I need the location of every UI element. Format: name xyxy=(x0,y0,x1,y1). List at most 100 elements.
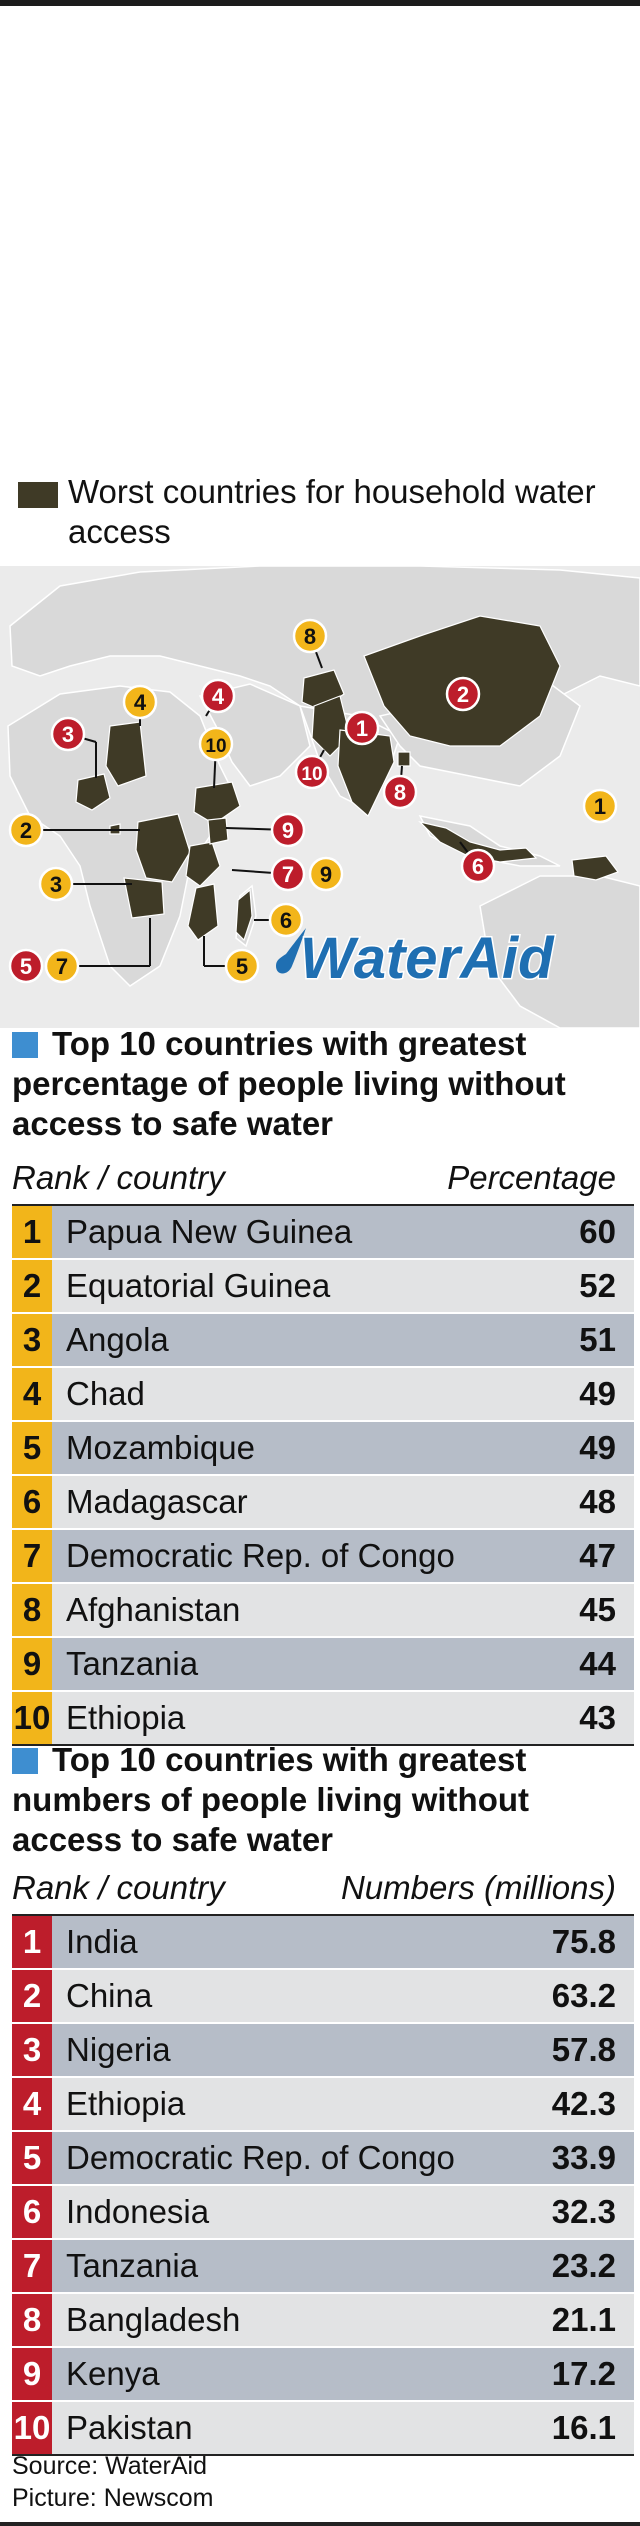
marker-label: 8 xyxy=(304,624,316,649)
rank-badge: 10 xyxy=(12,1692,52,1744)
country-value: 44 xyxy=(579,1645,616,1682)
country-value: 49 xyxy=(579,1375,616,1412)
country-value: 43 xyxy=(579,1699,616,1736)
table-row: 2 Equatorial Guinea 52 xyxy=(12,1260,634,1314)
country-name: China xyxy=(66,1977,153,2014)
table-row: 2 China 63.2 xyxy=(12,1970,634,2024)
marker-circle xyxy=(224,948,260,984)
rank-badge: 5 xyxy=(12,1422,52,1474)
country-name: Bangladesh xyxy=(66,2301,241,2338)
rank-badge: 10 xyxy=(12,2402,52,2454)
table2-title: Top 10 countries with greatest numbers o… xyxy=(12,1740,628,1860)
table-row: 9 Kenya 17.2 xyxy=(12,2348,634,2402)
marker-circle xyxy=(8,812,44,848)
marker-label: 1 xyxy=(356,716,368,741)
marker-label: 8 xyxy=(394,780,406,805)
table-row: 9 Tanzania 44 xyxy=(12,1638,634,1692)
marker-circle xyxy=(270,856,306,892)
country-value: 51 xyxy=(579,1321,616,1358)
marker-label: 1 xyxy=(594,794,606,819)
country-name: India xyxy=(66,1923,138,1960)
marker-label: 7 xyxy=(56,954,68,979)
table-row: 8 Bangladesh 21.1 xyxy=(12,2294,634,2348)
table1: 1 Papua New Guinea 60 2 Equatorial Guinea 52 3… xyxy=(12,1204,634,1746)
table-row: 7 Democratic Rep. of Congo 47 xyxy=(12,1530,634,1584)
country-chad xyxy=(105,721,147,787)
rank-badge: 9 xyxy=(12,1638,52,1690)
country-name: Angola xyxy=(66,1321,169,1358)
marker-label: 10 xyxy=(301,764,322,785)
marker-circle xyxy=(270,812,306,848)
table-row: 10 Ethiopia 43 xyxy=(12,1692,634,1744)
country-value: 42.3 xyxy=(551,2085,616,2122)
table-row: 3 Nigeria 57.8 xyxy=(12,2024,634,2078)
map-marker-yellow: 5 xyxy=(224,948,260,984)
table-row: 5 Democratic Rep. of Congo 33.9 xyxy=(12,2132,634,2186)
country-mozambique xyxy=(187,883,219,941)
marker-label: 9 xyxy=(320,862,332,887)
map-marker-yellow: 9 xyxy=(308,856,344,892)
bottom-rule xyxy=(0,2522,640,2526)
marker-circle xyxy=(50,716,86,752)
country-ethiopia xyxy=(193,781,241,825)
map-marker-yellow: 7 xyxy=(44,948,80,984)
map-marker-yellow: 8 xyxy=(292,618,328,654)
country-name: Indonesia xyxy=(66,2193,210,2230)
table2-col-rank: Rank / country xyxy=(12,1869,225,1906)
country-name: Mozambique xyxy=(66,1429,255,1466)
picture-credit: Picture: Newscom xyxy=(12,2484,214,2512)
country-value: 60 xyxy=(579,1213,616,1250)
country-madagascar xyxy=(235,888,253,942)
rank-badge: 1 xyxy=(12,1206,52,1258)
map-marker-red: 2 xyxy=(445,676,481,712)
marker-circle xyxy=(122,684,158,720)
country-name: Equatorial Guinea xyxy=(66,1267,331,1304)
country-name: Tanzania xyxy=(66,2247,199,2284)
country-name: Democratic Rep. of Congo xyxy=(66,2139,455,2176)
table-row: 4 Ethiopia 42.3 xyxy=(12,2078,634,2132)
country-value: 33.9 xyxy=(551,2139,616,2176)
country-value: 45 xyxy=(579,1591,616,1628)
marker-label: 10 xyxy=(205,736,226,757)
map-marker-yellow: 1 xyxy=(582,788,618,824)
marker-circle xyxy=(44,948,80,984)
land-africa xyxy=(7,685,237,987)
wateraid-logo-text: WaterAid xyxy=(300,926,555,991)
table-row: 3 Angola 51 xyxy=(12,1314,634,1368)
table-row: 6 Indonesia 32.3 xyxy=(12,2186,634,2240)
map-marker-yellow: 4 xyxy=(122,684,158,720)
marker-circle xyxy=(460,848,496,884)
marker-circle xyxy=(294,754,330,790)
rank-badge: 2 xyxy=(12,1260,52,1312)
marker-circle xyxy=(8,948,44,984)
rank-badge: 4 xyxy=(12,2078,52,2130)
marker-circle xyxy=(292,618,328,654)
country-indonesia xyxy=(418,820,538,863)
marker-label: 7 xyxy=(282,862,294,887)
marker-circle xyxy=(268,902,304,938)
rank-badge: 6 xyxy=(12,1476,52,1528)
wateraid-logo: WaterAid xyxy=(276,925,557,993)
marker-circle xyxy=(308,856,344,892)
map-marker-yellow: 2 xyxy=(8,812,44,848)
marker-label: 6 xyxy=(280,908,292,933)
country-nigeria xyxy=(75,773,111,811)
country-name: Ethiopia xyxy=(66,1699,186,1736)
rank-badge: 8 xyxy=(12,2294,52,2346)
marker-label: 4 xyxy=(212,684,225,709)
country-value: 16.1 xyxy=(551,2409,616,2446)
country-value: 52 xyxy=(579,1267,616,1304)
rank-badge: 7 xyxy=(12,1530,52,1582)
country-name: Kenya xyxy=(66,2355,160,2392)
marker-circle xyxy=(445,676,481,712)
country-india xyxy=(337,729,395,817)
rank-badge: 2 xyxy=(12,1970,52,2022)
marker-label: 2 xyxy=(20,818,32,843)
table1-col-rank: Rank / country xyxy=(12,1159,225,1196)
country-value: 32.3 xyxy=(551,2193,616,2230)
map-marker-yellow: 3 xyxy=(38,866,74,902)
marker-label: 3 xyxy=(62,722,74,747)
table-row: 1 India 75.8 xyxy=(12,1916,634,1970)
map-marker-red: 5 xyxy=(8,948,44,984)
